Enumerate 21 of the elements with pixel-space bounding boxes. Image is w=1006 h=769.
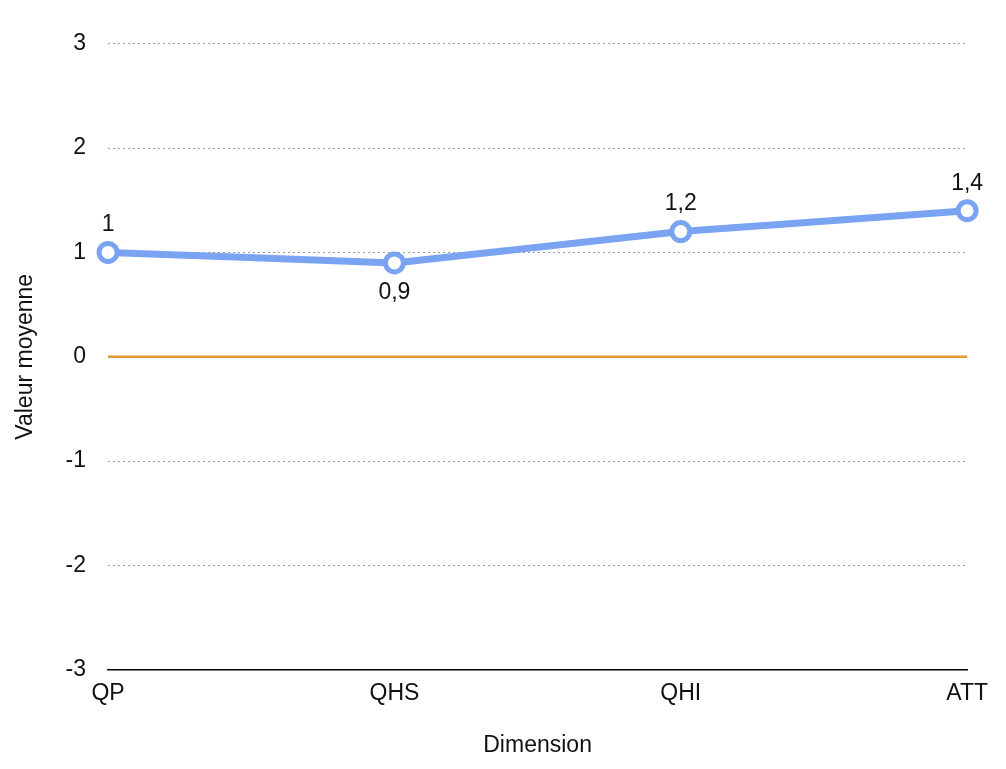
x-tick-label: QHI (660, 678, 702, 705)
data-label: 0,9 (378, 277, 411, 304)
point (669, 220, 693, 244)
y-tick-label: 3 (73, 29, 87, 56)
y-tick-label: 0 (73, 342, 87, 369)
point (382, 251, 406, 275)
data-label: 1,4 (951, 168, 984, 195)
y-tick-label: 1 (73, 237, 87, 264)
y-tick-label: -2 (65, 550, 87, 577)
data-label: 1,2 (664, 189, 697, 216)
y-tick-label: -3 (65, 655, 87, 682)
y-tick-label: 2 (73, 133, 87, 160)
x-tick-label: QHS (369, 678, 420, 705)
data-label: 1 (101, 210, 115, 237)
x-tick-label: QP (91, 678, 125, 705)
point (955, 199, 979, 223)
y-axis-title: Valeur moyenne (11, 273, 38, 440)
x-axis-title: Dimension (483, 730, 592, 757)
point (96, 240, 120, 264)
y-tick-label: -1 (65, 446, 87, 473)
x-tick-label: ATT (946, 678, 988, 705)
